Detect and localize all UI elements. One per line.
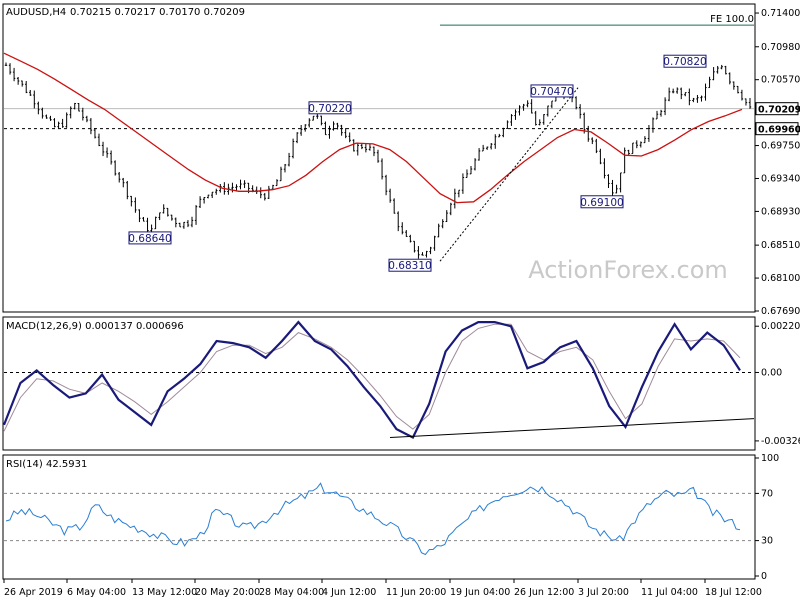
- price-tick-label: 0.70570: [761, 75, 800, 86]
- price-tick-label: 0.68930: [761, 206, 800, 217]
- price-title: AUDUSD,H4: [6, 7, 66, 18]
- price-tick-label: 0.69750: [761, 141, 800, 152]
- x-tick-label: 26 Jun 12:00: [514, 587, 574, 598]
- price-tick-label: 0.71400: [761, 8, 800, 19]
- watermark: ActionForex.com: [528, 256, 728, 284]
- x-tick-label: 18 Jul 12:00: [705, 587, 762, 598]
- x-tick-label: 13 May 12:00: [132, 587, 197, 598]
- macd-main-line: [2, 320, 741, 439]
- x-tick-label: 11 Jun 20:00: [386, 587, 446, 598]
- price-annotation-label: 0.70470: [530, 86, 573, 98]
- rsi-tick-label: 70: [761, 488, 773, 499]
- x-tick-label: 11 Jul 04:00: [641, 587, 698, 598]
- moving-average-line: [3, 52, 743, 204]
- price-tick-label: 0.70980: [761, 42, 800, 53]
- price-annotation-label: 0.68310: [388, 260, 431, 272]
- x-tick-label: 26 Apr 2019: [4, 587, 63, 598]
- price-tick-label: 0.68510: [761, 240, 800, 251]
- x-tick-label: 4 Jun 12:00: [322, 587, 376, 598]
- rise-trendline: [439, 87, 579, 262]
- price-ohlc: 0.70215 0.70217 0.70170 0.70209: [70, 7, 245, 18]
- price-annotation-label: 0.70820: [663, 56, 706, 68]
- price-panel: [2, 3, 756, 313]
- macd-panel: [2, 316, 756, 451]
- rsi-tick-label: 30: [761, 536, 773, 547]
- macd-title: MACD(12,26,9) 0.000137 0.000696: [6, 321, 184, 332]
- macd-trendline: [389, 418, 755, 439]
- price-annotation-box: [663, 54, 707, 68]
- price-annotation-box: [128, 231, 172, 245]
- support-price-box: [755, 122, 799, 136]
- x-tick-label: 19 Jun 04:00: [450, 587, 510, 598]
- price-annotation-box: [580, 195, 624, 209]
- price-tick-label: 0.67690: [761, 306, 800, 317]
- price-annotation-box: [530, 84, 574, 98]
- x-tick-label: 28 May 04:00: [259, 587, 324, 598]
- rsi-tick-label: 100: [761, 453, 779, 464]
- price-annotation-label: 0.68640: [128, 233, 171, 245]
- rsi-panel: [2, 454, 756, 580]
- x-tick-label: 3 Jul 20:00: [578, 587, 629, 598]
- last-price-box: [755, 102, 799, 116]
- support-price-label: 0.69960: [758, 125, 800, 136]
- x-tick-label: 20 May 20:00: [195, 587, 260, 598]
- rsi-tick-label: 0: [761, 571, 767, 582]
- macd-tick-label: 0.00: [761, 367, 782, 378]
- macd-tick-label: 0.002204: [761, 321, 800, 332]
- rsi-title: RSI(14) 42.5931: [6, 459, 87, 470]
- price-annotation-box: [308, 101, 352, 115]
- price-tick-label: 0.69340: [761, 173, 800, 184]
- price-tick-label: 0.68100: [761, 273, 800, 284]
- price-annotation-label: 0.69100: [580, 197, 623, 209]
- fib-label: FE 100.0: [710, 14, 754, 25]
- macd-tick-label: -0.003262: [761, 436, 800, 447]
- macd-signal-line: [3, 323, 741, 432]
- price-annotation-box: [388, 258, 432, 272]
- price-annotation-label: 0.70220: [308, 103, 351, 115]
- last-price-label: 0.70209: [758, 105, 800, 116]
- rsi-line: [5, 482, 741, 556]
- x-tick-label: 6 May 04:00: [67, 587, 126, 598]
